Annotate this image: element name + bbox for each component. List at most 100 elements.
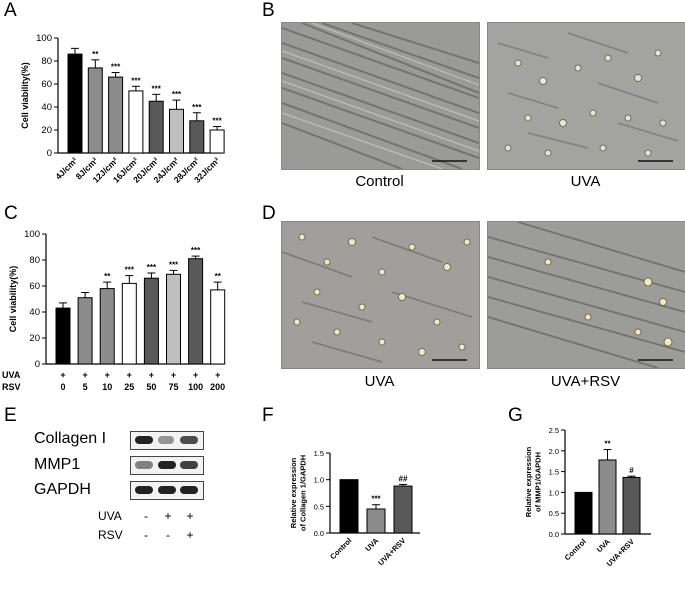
y-tick-label: 0.0 (314, 529, 324, 538)
micrograph-uva (487, 22, 685, 170)
y-tick-label: 2.5 (549, 426, 559, 435)
x-tick-label: Control (328, 536, 353, 561)
wb-band (180, 436, 198, 444)
x-tick-label: 5 (83, 382, 88, 392)
wb-band (180, 486, 198, 494)
wb-band (180, 461, 198, 469)
uva-sign: + (127, 370, 132, 380)
significance-mark: # (629, 466, 634, 475)
treatment-row-label: RSV (2, 382, 21, 392)
bar (108, 76, 124, 154)
y-tick-label: 1.0 (549, 488, 559, 497)
y-tick-label: 0 (47, 148, 52, 159)
y-tick-label: 0 (35, 359, 40, 370)
wb-label-gapdh: GAPDH (34, 481, 91, 498)
bar (169, 108, 184, 154)
panel-letter-b: B (262, 0, 275, 21)
panel-letter-a: A (4, 0, 17, 21)
x-tick-label: 50 (146, 382, 156, 392)
chart-f-collagen-expression: 0.0 0.5 1.0 1.5 Relative expressionof Collag… (289, 449, 420, 567)
y-tick-label: 1.0 (314, 476, 324, 485)
bar (99, 288, 115, 365)
y-tick-label: 40 (29, 307, 40, 318)
significance-mark: *** (212, 117, 222, 126)
uva-sign: + (60, 370, 65, 380)
wb-band (158, 436, 174, 444)
panel-letter-g: G (508, 405, 523, 426)
micrograph-uva-rsv (487, 221, 685, 369)
y-axis-label: Cell viability(%) (20, 62, 30, 129)
y-tick-label: 0.5 (549, 509, 559, 518)
y-tick-label: 60 (41, 79, 52, 90)
bar (574, 491, 593, 535)
bar (77, 297, 93, 365)
significance-mark: *** (125, 266, 135, 275)
wb-strip-collagen (130, 431, 204, 450)
treatment-row-label: UVA (2, 370, 21, 380)
wb-label-collagen: Collagen I (34, 430, 107, 447)
y-axis-label: Cell viability(%) (8, 266, 18, 333)
y-tick-label: 0.5 (314, 502, 324, 511)
x-tick-label: UVA (595, 537, 613, 555)
wb-band (158, 486, 176, 494)
wb-strip-mmp1 (130, 456, 204, 475)
bar (339, 479, 359, 534)
significance-mark: *** (192, 103, 202, 112)
significance-mark: *** (169, 260, 179, 269)
bar (166, 273, 181, 365)
uva-sign: + (215, 370, 220, 380)
bar (393, 485, 413, 534)
bar (87, 67, 103, 154)
panel-letter-e: E (4, 405, 17, 426)
chart-g-mmp1-expression: 0.0 0.5 1.0 1.5 2.0 2.5 Relative expressionof … (524, 426, 651, 568)
uva-sign: + (149, 370, 154, 380)
bar (366, 508, 386, 534)
significance-mark: ** (92, 50, 99, 59)
significance-mark: ** (104, 272, 111, 281)
bar (128, 90, 144, 154)
y-tick-label: 100 (24, 229, 40, 240)
wb-treatment-uva-label: UVA (98, 509, 122, 523)
x-tick-label: UVA (363, 536, 381, 554)
micrograph-uva-rsv-image (488, 222, 685, 368)
panel-letter-d: D (262, 203, 276, 224)
wb-strip-gapdh (130, 481, 204, 500)
wb-sign: + (186, 528, 194, 542)
x-tick-label: Control (563, 537, 588, 562)
bar (143, 277, 159, 365)
significance-mark: *** (191, 246, 201, 255)
uva-sign: + (105, 370, 110, 380)
y-tick-label: 100 (36, 33, 52, 44)
y-tick-label: 1.5 (314, 449, 324, 458)
caption-uva-b: UVA (570, 173, 601, 190)
x-tick-label: 100 (188, 382, 203, 392)
x-tick-label: UVA+RSV (376, 536, 407, 567)
bar (121, 282, 137, 365)
y-axis-label: Relative expressionof Collagen 1/GAPDH (289, 455, 308, 531)
caption-uva-rsv: UVA+RSV (550, 373, 621, 390)
chart-c-viability-vs-rsv: 0 20 40 60 80 100 Cell viability(%) +0 +5 ** +10 **… (2, 229, 225, 392)
wb-treatment-rsv-label: RSV (98, 528, 123, 542)
bar (148, 100, 164, 154)
bar (622, 476, 641, 535)
significance-mark: ## (399, 474, 408, 483)
uva-sign: + (193, 370, 198, 380)
micrograph-control-image (282, 23, 479, 169)
micrograph-control (281, 22, 480, 170)
x-tick-label: 10 (102, 382, 112, 392)
y-tick-label: 80 (29, 255, 40, 266)
y-tick-label: 60 (29, 281, 40, 292)
significance-mark: *** (152, 84, 162, 93)
wb-sign: - (166, 528, 170, 542)
y-axis-label: Relative expressionof MMP1/GAPDH (524, 446, 543, 517)
y-tick-label: 2.0 (549, 447, 559, 456)
wb-band (158, 461, 176, 469)
y-axis-label-line: Relative expression (289, 457, 298, 528)
caption-uva-d: UVA (364, 373, 395, 390)
y-axis-label-line: of MMP1/GAPDH (534, 452, 543, 512)
y-tick-label: 80 (41, 56, 52, 67)
significance-mark: ** (604, 440, 611, 449)
wb-sign: + (186, 509, 194, 523)
bar (67, 53, 83, 154)
